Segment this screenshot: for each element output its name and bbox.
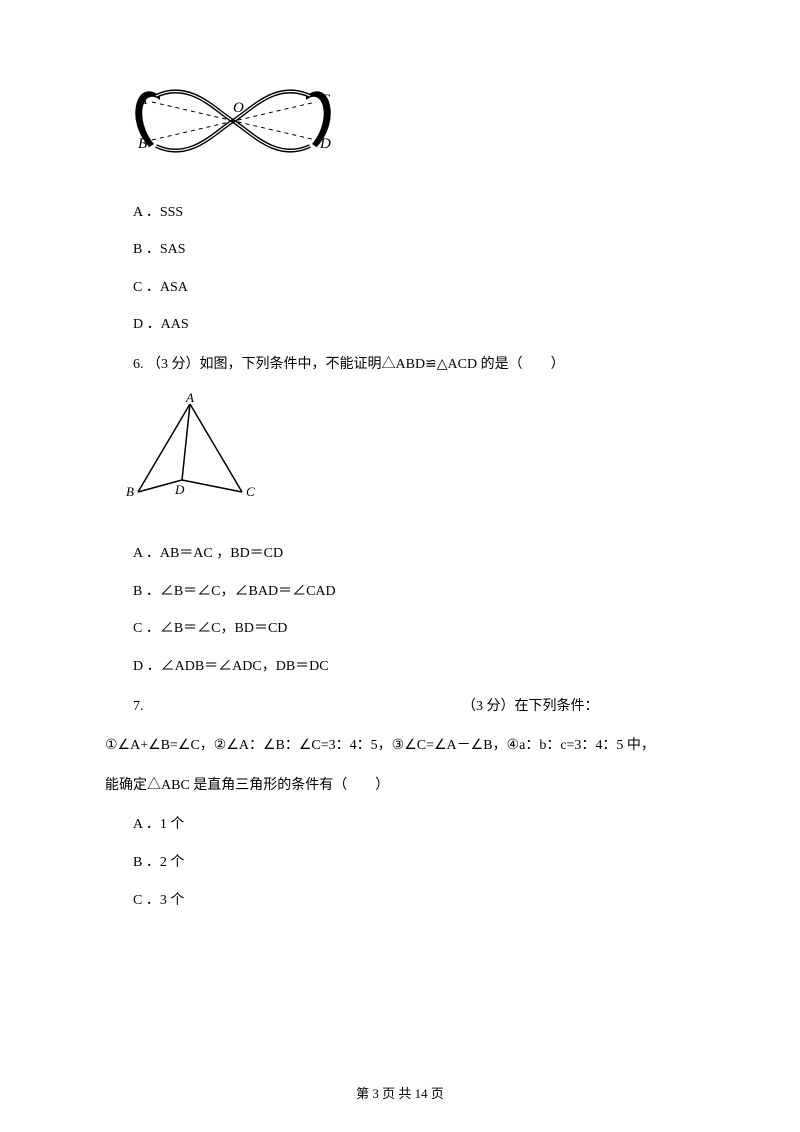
figure-triangle-abd-acd: A B D C [120, 392, 680, 524]
label-O: O [233, 100, 244, 116]
q7-stem-2: ①∠A+∠B=∠C，②∠A：∠B：∠C=3：4：5，③∠C=∠A－∠B，④a：b… [105, 729, 695, 763]
q7-option-b: B ．2 个 [105, 846, 695, 880]
q5-option-a: A ．SSS [105, 196, 695, 230]
label-A2: A [185, 392, 194, 405]
label-B: B [138, 136, 147, 152]
q6-stem: 6. （3 分）如图，下列条件中，不能证明△ABD≌△ACD 的是（ ） [105, 348, 695, 382]
label-C2: C [246, 484, 255, 499]
q6-option-a: A ．AB＝AC ，BD＝CD [105, 537, 695, 571]
label-D: D [319, 136, 331, 152]
label-C: C [320, 92, 331, 108]
q7-option-c: C ．3 个 [105, 884, 695, 918]
q7-option-a: A ．1 个 [105, 808, 695, 842]
q5-option-b: B ．SAS [105, 233, 695, 267]
label-A: A [137, 92, 148, 108]
figure-infinity-cross: A B O C D [120, 70, 680, 182]
q5-option-d: D ．AAS [105, 308, 695, 342]
q5-option-c: C ．ASA [105, 271, 695, 305]
q6-option-d: D ．∠ADB＝∠ADC，DB＝DC [105, 650, 695, 684]
page-footer: 第 3 页 共 14 页 [0, 1083, 800, 1102]
q7-stem-3: 能确定△ABC 是直角三角形的条件有（ ） [105, 769, 695, 803]
q7-stem-1: 7. （3 分）在下列条件： [105, 690, 695, 724]
label-D2: D [174, 482, 185, 497]
q6-option-c: C ．∠B＝∠C，BD＝CD [105, 612, 695, 646]
label-B2: B [126, 484, 134, 499]
q6-option-b: B ．∠B＝∠C，∠BAD＝∠CAD [105, 575, 695, 609]
